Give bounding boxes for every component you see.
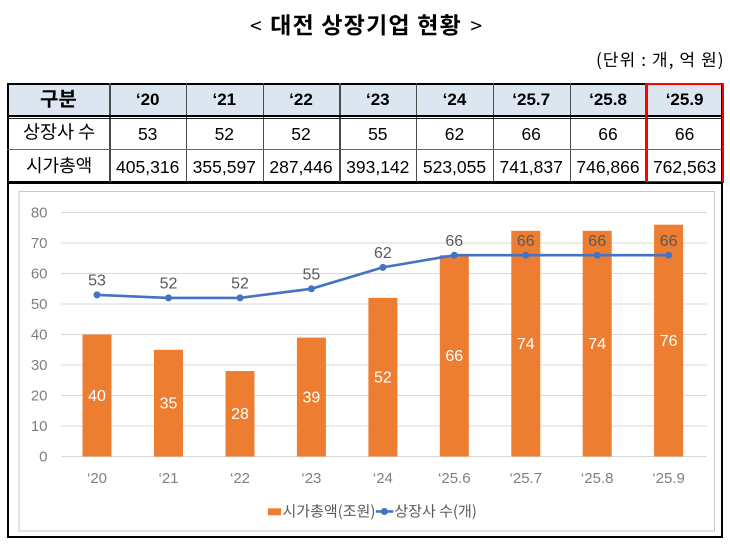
svg-text:52: 52 xyxy=(160,276,178,293)
svg-text:28: 28 xyxy=(231,406,249,423)
svg-text:55: 55 xyxy=(303,266,321,283)
svg-text:76: 76 xyxy=(660,333,678,350)
svg-text:60: 60 xyxy=(31,265,48,282)
svg-text:66: 66 xyxy=(445,348,463,365)
svg-text:‘25.8: ‘25.8 xyxy=(581,470,614,487)
svg-text:70: 70 xyxy=(31,235,48,252)
svg-text:20: 20 xyxy=(31,387,48,404)
svg-text:40: 40 xyxy=(88,388,106,405)
svg-text:‘24: ‘24 xyxy=(373,470,393,487)
svg-text:10: 10 xyxy=(31,418,48,435)
svg-text:50: 50 xyxy=(31,296,48,313)
svg-text:‘20: ‘20 xyxy=(87,470,107,487)
svg-text:‘25.6: ‘25.6 xyxy=(438,470,471,487)
svg-text:30: 30 xyxy=(31,357,48,374)
svg-text:62: 62 xyxy=(374,245,392,262)
svg-text:‘23: ‘23 xyxy=(301,470,321,487)
svg-text:52: 52 xyxy=(231,276,249,293)
svg-text:‘25.7: ‘25.7 xyxy=(510,470,543,487)
svg-text:35: 35 xyxy=(160,395,178,412)
svg-text:40: 40 xyxy=(31,326,48,343)
svg-text:66: 66 xyxy=(445,233,463,250)
svg-text:66: 66 xyxy=(660,233,678,250)
svg-text:‘22: ‘22 xyxy=(230,470,250,487)
svg-text:66: 66 xyxy=(588,233,606,250)
svg-text:74: 74 xyxy=(588,336,606,353)
svg-text:‘21: ‘21 xyxy=(158,470,178,487)
svg-text:‘25.9: ‘25.9 xyxy=(652,470,685,487)
svg-text:80: 80 xyxy=(31,204,48,221)
svg-text:39: 39 xyxy=(303,389,321,406)
svg-text:0: 0 xyxy=(39,448,47,465)
svg-text:66: 66 xyxy=(517,233,535,250)
svg-text:74: 74 xyxy=(517,336,535,353)
svg-text:52: 52 xyxy=(374,370,392,387)
svg-text:53: 53 xyxy=(88,273,106,290)
